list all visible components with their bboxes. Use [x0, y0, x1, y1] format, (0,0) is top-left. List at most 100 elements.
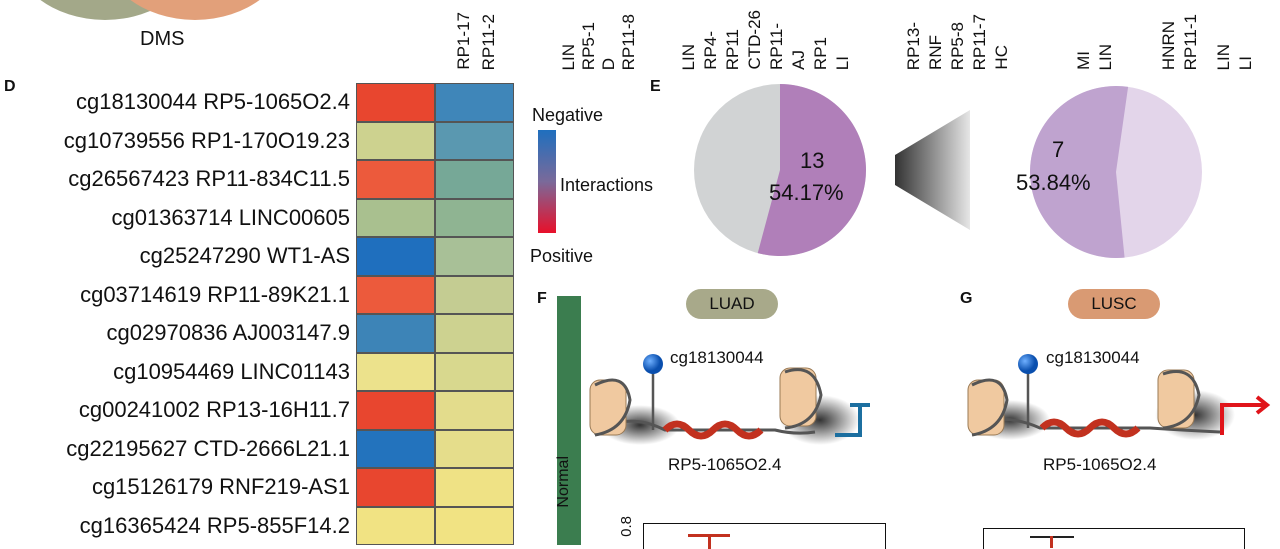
top-column-label: RP4- — [701, 31, 720, 70]
legend-colorbar — [538, 130, 556, 233]
pie2-count: 7 — [1052, 137, 1065, 162]
heatmap-cell — [356, 121, 435, 160]
heatmap-cell — [435, 275, 514, 314]
top-column-label: HC — [992, 45, 1011, 70]
heatmap-cell — [356, 160, 435, 199]
top-column-label: CTD-26 — [745, 10, 764, 70]
lusc-boxplot-axis — [983, 528, 1245, 549]
lncrna-wave — [662, 420, 764, 440]
heatmap-cell — [435, 429, 514, 468]
lusc-pill: LUSC — [1068, 289, 1160, 319]
luad-pill: LUAD — [686, 289, 778, 319]
heatmap-row-label: cg16365424 RP5-855F14.2 — [79, 512, 350, 538]
pie1-main-slice — [757, 84, 866, 256]
heatmap-cell — [435, 468, 514, 507]
methylation-ball — [1018, 354, 1038, 374]
luad-boxplot-axis — [643, 523, 886, 549]
heatmap-row-label: cg02970836 AJ003147.9 — [106, 320, 350, 345]
heatmap-row-label: cg10739556 RP1-170O19.23 — [63, 127, 350, 153]
top-column-label: RP11-8 — [619, 13, 638, 70]
top-column-label: MI — [1074, 51, 1093, 70]
venn-label: DMS — [140, 28, 185, 50]
heatmap-cell — [435, 237, 514, 276]
methylation-ball — [643, 354, 663, 374]
top-column-label: RP11-2 — [479, 13, 498, 70]
lusc-gene: RP5-1065O2.4 — [1043, 455, 1157, 474]
luad-gene: RP5-1065O2.4 — [668, 455, 782, 474]
top-column-label: RP5-8 — [948, 21, 967, 70]
top-column-label: LI — [1236, 55, 1255, 70]
heatmap-cell — [435, 83, 514, 122]
pie-chart-1 — [694, 84, 866, 256]
heatmap-cell — [356, 429, 435, 468]
activation-arrow — [1220, 395, 1271, 435]
lusc-schematic — [967, 354, 1271, 440]
panel-d-letter: D — [4, 78, 16, 95]
top-column-label: RNF — [926, 35, 945, 70]
heatmap-row-label: cg03714619 RP11-89K21.1 — [80, 281, 350, 307]
top-column-label: D — [599, 57, 618, 70]
heatmap-row-label: cg18130044 RP5-1065O2.4 — [76, 89, 350, 114]
heatmap-cell — [435, 352, 514, 391]
luad-axis-tick: 0.8 — [618, 516, 635, 537]
top-column-label: HNRN — [1159, 20, 1178, 70]
top-column-label: RP1 — [811, 36, 830, 70]
legend-positive: Positive — [530, 246, 594, 266]
panel-f-letter: F — [537, 290, 547, 307]
heatmap-cell — [356, 391, 435, 430]
top-column-label: LIN — [679, 43, 698, 70]
top-column-label: RP11- — [767, 23, 786, 70]
heatmap-cell — [356, 275, 435, 314]
top-column-label: RP13- — [904, 21, 923, 70]
heatmap-cell — [356, 506, 435, 545]
top-column-label: RP11 — [723, 28, 742, 70]
top-column-label: RP11-7 — [970, 13, 989, 70]
top-column-label: LIN — [559, 43, 578, 70]
lusc-box-stem — [1050, 536, 1053, 548]
top-column-label: RP11-1 — [1181, 13, 1200, 70]
heatmap-cell — [435, 391, 514, 430]
heatmap-cell — [356, 314, 435, 353]
heatmap-row-label: cg25247290 WT1-AS — [139, 243, 350, 268]
pie1-count: 13 — [800, 148, 825, 173]
heatmap-row-label: cg00241002 RP13-16H11.7 — [78, 397, 350, 422]
venn-circle-left — [40, 0, 170, 20]
heatmap-cell — [435, 121, 514, 160]
heatmap-row-label: cg26567423 RP11-834C11.5 — [68, 166, 350, 191]
top-column-label: AJ — [789, 50, 808, 70]
panel-e-letter: E — [650, 78, 661, 95]
repression-symbol — [835, 403, 870, 437]
heatmap-cell — [435, 314, 514, 353]
venn-circle-right — [130, 0, 260, 20]
top-column-label: LI — [833, 55, 852, 70]
legend-interactions: Interactions — [560, 175, 654, 195]
venn-diagram — [40, 0, 260, 20]
normal-bar — [557, 296, 581, 545]
heatmap-cell — [356, 237, 435, 276]
heatmap-row-label: cg22195627 CTD-2666L21.1 — [66, 435, 350, 461]
heatmap-row-label: cg15126179 RNF219-AS1 — [91, 474, 350, 499]
pie1-percent: 54.17% — [769, 180, 844, 205]
luad-box-stem — [708, 534, 711, 549]
heatmap-row-label: cg10954469 LINC01143 — [113, 358, 350, 384]
legend-negative: Negative — [532, 105, 604, 125]
top-column-label: LIN — [1096, 43, 1115, 70]
top-column-label: RP5-1 — [579, 21, 598, 70]
luad-schematic — [589, 354, 870, 445]
zoom-connector — [895, 110, 970, 230]
heatmap-row-label: cg01363714 LINC00605 — [111, 204, 350, 230]
heatmap-cell — [435, 506, 514, 545]
heatmap-cell — [356, 352, 435, 391]
panel-g-letter: G — [960, 290, 973, 307]
heatmap-cell — [435, 160, 514, 199]
heatmap-cell — [356, 83, 435, 122]
pie-chart-2 — [1030, 86, 1202, 258]
luad-probe: cg18130044 — [670, 348, 764, 367]
lncrna-wave — [1039, 418, 1141, 438]
top-column-label: RP1-17 — [454, 12, 473, 70]
normal-bar-label: Normal — [555, 456, 572, 508]
pie2-main-slice — [1030, 86, 1129, 258]
lusc-probe: cg18130044 — [1046, 348, 1140, 367]
pie2-percent: 53.84% — [1016, 170, 1091, 195]
heatmap-cell — [356, 468, 435, 507]
